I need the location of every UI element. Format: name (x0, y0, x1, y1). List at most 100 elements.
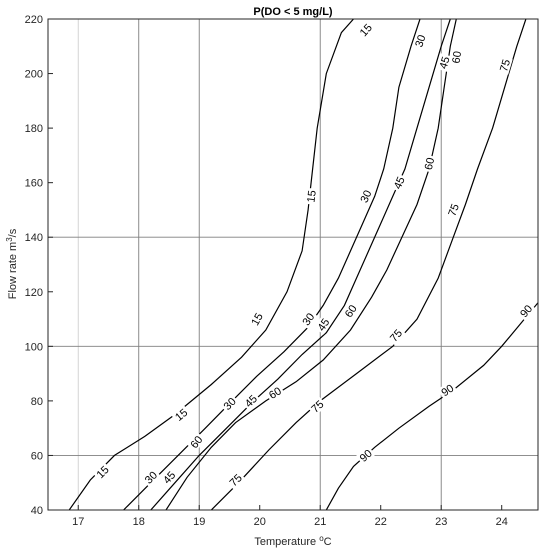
contour-line-30 (123, 19, 421, 510)
contour-label-30-5: 30 (411, 31, 429, 51)
contour-label-bg-90-2 (437, 380, 458, 400)
contour-label-60-2: 60 (264, 383, 285, 403)
contour-label-text-60-5: 60 (450, 50, 464, 64)
contour-label-90-2: 90 (437, 380, 458, 400)
chart-title: P(DO < 5 mg/L) (253, 6, 332, 18)
y-tick-label-60: 60 (31, 450, 43, 462)
contour-label-text-30-5: 30 (413, 33, 428, 48)
y-axis-ticks: 40 60 80 100 120 140 160 180 200 220 (25, 14, 53, 517)
contour-label-bg-30-1 (140, 467, 161, 488)
contour-line-90 (325, 302, 538, 510)
x-axis-label-text: Temperature (254, 536, 316, 548)
x-tick-label-17: 17 (72, 516, 84, 528)
contour-label-text-30-3: 30 (301, 311, 318, 328)
contour-label-bg-75-1 (225, 470, 246, 490)
x-tick-label-24: 24 (496, 516, 508, 528)
contour-label-bg-45-2 (240, 390, 261, 411)
contour-label-text-75-4: 75 (446, 202, 462, 218)
x-axis-label-sup: o (319, 534, 324, 543)
y-tick-label-180: 180 (25, 123, 43, 135)
contour-label-bg-15-3 (247, 309, 266, 330)
contour-label-75-4: 75 (444, 200, 462, 220)
contour-label-text-15-4: 15 (305, 190, 318, 203)
contour-label-bg-30-3 (298, 309, 318, 330)
y-axis-label-unit: /s (7, 228, 19, 237)
contour-label-text-60-1: 60 (188, 434, 205, 451)
contour-label-bg-75-4 (444, 200, 462, 220)
x-tick-label-21: 21 (314, 516, 326, 528)
contour-line-60 (165, 19, 457, 510)
contour-lines (68, 19, 538, 510)
contour-label-45-4: 45 (390, 172, 408, 193)
grid-lines (48, 19, 538, 510)
contour-label-75-5: 75 (496, 56, 513, 75)
y-tick-label-220: 220 (25, 14, 43, 26)
contour-label-bg-15-2 (171, 404, 192, 425)
x-tick-label-19: 19 (193, 516, 205, 528)
contour-label-text-45-4: 45 (392, 175, 408, 191)
x-axis-label-unit: C (324, 536, 332, 548)
y-tick-label-120: 120 (25, 287, 43, 299)
contour-label-bg-15-5 (355, 19, 376, 40)
contour-label-bg-30-4 (356, 186, 375, 207)
contour-label-bg-30-2 (219, 393, 240, 414)
plot-frame (47, 18, 539, 511)
contour-label-bg-90-3 (516, 300, 536, 321)
contour-label-bg-15-1 (92, 461, 113, 482)
y-tick-label-200: 200 (25, 69, 43, 81)
contour-label-text-30-4: 30 (359, 189, 375, 205)
contour-label-bg-60-5 (449, 48, 464, 66)
x-axis-ticks: 17 18 19 20 21 22 23 24 (72, 505, 508, 528)
contour-line-75 (210, 19, 527, 510)
contour-label-60-3: 60 (341, 300, 360, 321)
contour-label-text-60-2: 60 (267, 385, 284, 402)
contour-label-45-3: 45 (313, 314, 333, 335)
x-tick-label-22: 22 (375, 516, 387, 528)
x-axis-label: Temperature oC (254, 534, 331, 549)
contour-label-text-90-2: 90 (439, 382, 456, 399)
contour-label-bg-60-1 (186, 431, 206, 452)
x-tick-label-23: 23 (435, 516, 447, 528)
contour-label-bg-15-4 (304, 187, 318, 205)
contour-label-45-5: 45 (436, 53, 453, 72)
contour-line-15 (68, 19, 354, 510)
contour-label-bg-75-2 (307, 396, 328, 417)
contour-label-60-5: 60 (449, 48, 464, 66)
contour-label-text-45-5: 45 (438, 55, 453, 70)
contour-label-text-60-4: 60 (423, 157, 437, 172)
y-axis-label-sup: 3 (5, 237, 14, 242)
plot-area (48, 19, 538, 510)
contour-label-60-1: 60 (186, 431, 206, 452)
y-tick-label-160: 160 (25, 178, 43, 190)
contour-label-bg-75-3 (386, 325, 406, 346)
contour-label-bg-45-5 (436, 53, 453, 72)
contour-label-15-4: 15 (304, 187, 319, 205)
y-tick-label-80: 80 (31, 396, 43, 408)
y-axis-label-text: Flow rate m (7, 242, 19, 299)
y-axis-label: Flow rate m3/s (5, 228, 20, 299)
contour-label-bg-75-5 (496, 56, 513, 75)
contour-label-text-60-3: 60 (343, 303, 360, 320)
contour-label-bg-90-1 (355, 445, 376, 466)
contour-label-60-4: 60 (421, 154, 437, 173)
contour-label-15-3: 15 (247, 309, 266, 330)
x-tick-label-20: 20 (254, 516, 266, 528)
y-tick-label-140: 140 (25, 232, 43, 244)
contour-label-bg-30-5 (411, 31, 429, 51)
contour-label-30-3: 30 (298, 309, 318, 330)
contour-label-bg-60-4 (421, 154, 437, 173)
x-tick-label-18: 18 (133, 516, 145, 528)
contour-label-text-45-3: 45 (316, 317, 333, 334)
contour-label-bg-60-3 (341, 300, 360, 321)
contour-label-30-4: 30 (356, 186, 375, 207)
contour-label-bg-45-4 (390, 172, 408, 193)
contour-label-text-75-5: 75 (498, 58, 513, 73)
contour-label-bg-45-1 (159, 467, 179, 488)
contour-label-text-15-3: 15 (249, 311, 265, 328)
contour-label-bg-60-2 (264, 383, 285, 403)
contour-labels: 1515151515303030303045454545456060606060… (92, 19, 536, 490)
y-tick-label-100: 100 (25, 341, 43, 353)
contour-label-bg-45-3 (313, 314, 333, 335)
contour-line-45 (150, 19, 451, 510)
